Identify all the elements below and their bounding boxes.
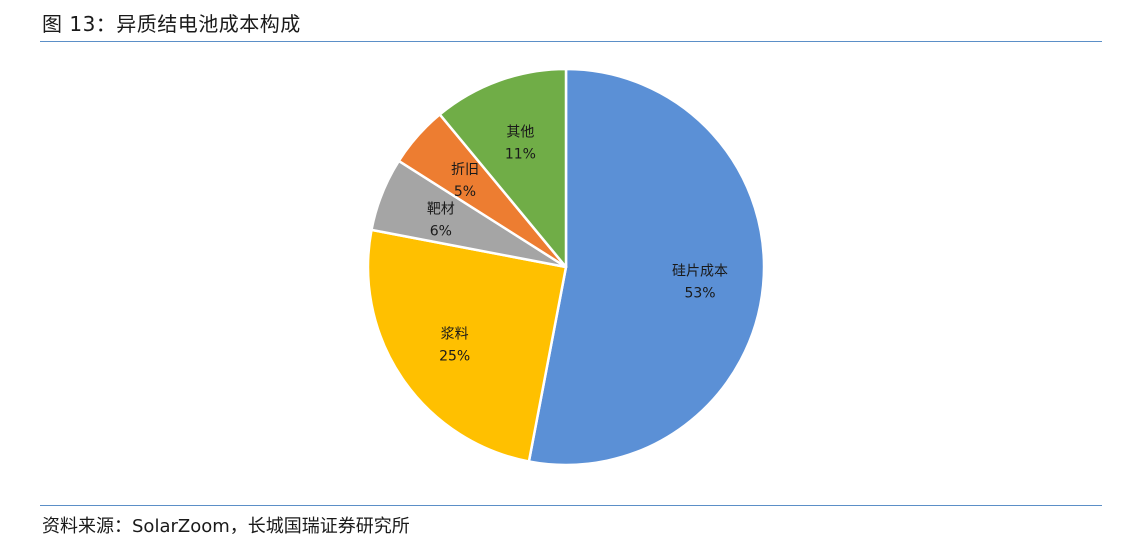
slice-value-label-1: 25% (439, 349, 470, 365)
slice-label-1: 浆料 (441, 327, 469, 343)
slice-value-label-0: 53% (684, 286, 715, 302)
slice-label-2: 靶材 (427, 201, 455, 217)
pie-slice-1 (366, 228, 568, 463)
pie-slice-4 (438, 67, 568, 269)
slice-label-3: 折旧 (451, 162, 479, 178)
slice-label-4: 其他 (506, 124, 534, 140)
figure-title: 图 13：异质结电池成本构成 (42, 12, 301, 36)
slice-value-label-2: 6% (430, 223, 452, 239)
slice-value-label-3: 5% (454, 184, 476, 200)
slice-value-label-4: 11% (505, 146, 536, 162)
source-note: 资料来源：SolarZoom，长城国瑞证券研究所 (42, 516, 410, 537)
top-divider (40, 41, 1102, 42)
pie-labels: 硅片成本 53% 浆料 25% 靶材 6% 折旧 5% 其他 11% (427, 124, 728, 364)
slice-label-0: 硅片成本 (672, 264, 728, 280)
pie-slices (366, 67, 766, 467)
pie-slice-0 (527, 67, 766, 467)
bottom-divider (40, 505, 1102, 506)
